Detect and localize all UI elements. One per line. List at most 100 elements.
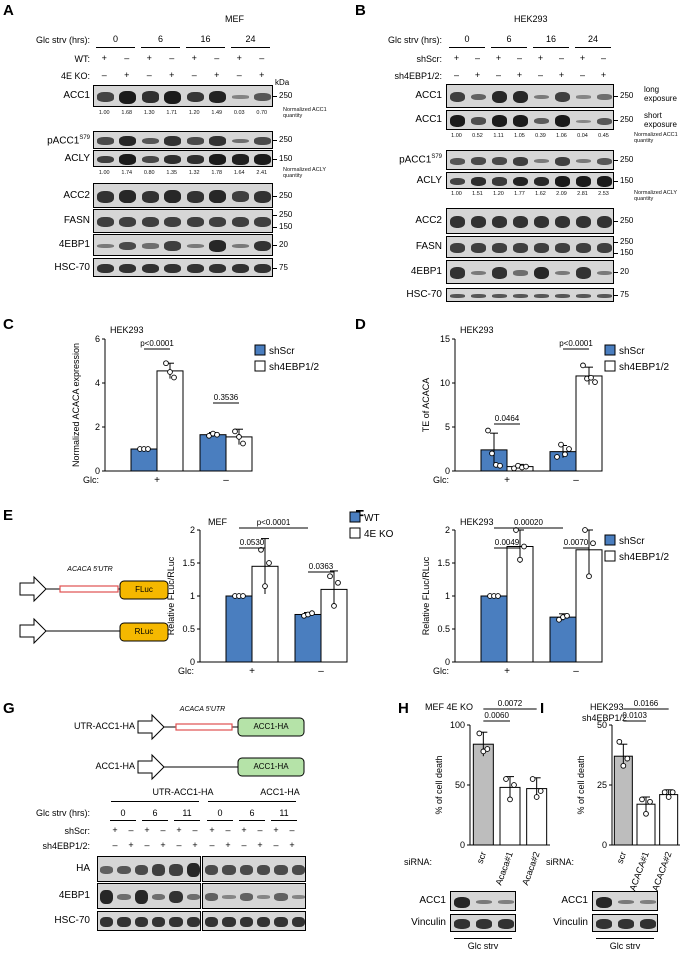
band — [554, 156, 571, 166]
bar — [613, 755, 633, 846]
western-blot — [592, 914, 658, 932]
kda-marker: 20 — [620, 267, 629, 276]
western-blot — [202, 883, 306, 909]
band — [291, 917, 305, 927]
band — [449, 294, 466, 298]
data-point — [485, 427, 491, 434]
band — [491, 267, 508, 279]
band — [274, 893, 288, 901]
sign: + — [558, 70, 565, 80]
acc1-note: Normalized ACC1 quantity — [634, 132, 678, 144]
glc-label: Glc: — [433, 475, 449, 485]
sign: + — [209, 825, 215, 835]
data-point — [624, 755, 631, 762]
y-tick-label: 0.5 — [437, 624, 450, 634]
band — [475, 900, 493, 904]
band — [222, 917, 236, 927]
time-label: 6 — [249, 808, 255, 818]
sign: + — [579, 53, 586, 63]
time-label: 11 — [279, 808, 289, 818]
kda-marker: 250 — [620, 115, 634, 124]
time-underline — [141, 47, 180, 48]
data-point — [484, 746, 491, 752]
bar — [130, 448, 158, 472]
panel-letter-i: I — [540, 700, 545, 717]
band — [205, 917, 219, 927]
band — [512, 294, 529, 298]
band — [164, 154, 182, 165]
acc1-quant: 0.04 — [577, 133, 588, 139]
band — [186, 137, 204, 145]
band — [205, 893, 219, 901]
acly-note: Normalized ACLY quantity — [283, 167, 326, 179]
time-label: 0 — [120, 808, 126, 818]
panel-a-ko-label: 4E KO: — [60, 71, 90, 81]
x-tick-label: – — [573, 475, 579, 486]
band — [231, 138, 249, 144]
band — [231, 95, 249, 99]
data-point — [529, 776, 536, 782]
band — [169, 917, 183, 927]
kda-tick — [273, 195, 277, 197]
sign: – — [169, 53, 175, 63]
band — [254, 154, 272, 165]
time-label: 0 — [464, 34, 470, 44]
band — [186, 243, 204, 249]
sign: + — [144, 825, 150, 835]
band — [100, 866, 114, 874]
p-value: p<0.0001 — [559, 339, 593, 348]
kda-tick — [273, 215, 277, 216]
blot-label: ACLY — [416, 174, 442, 186]
legend-label: shScr — [619, 346, 645, 357]
western-blot — [93, 150, 273, 167]
panel-b-scr-label: shScr: — [416, 54, 442, 64]
band — [512, 176, 529, 187]
kda-tick — [273, 158, 277, 160]
acc1-ha-box — [237, 717, 305, 737]
data-point — [331, 603, 337, 609]
data-point — [258, 546, 264, 553]
band — [222, 895, 236, 899]
band — [512, 270, 529, 276]
x-tick-label: + — [504, 666, 510, 677]
sign: + — [192, 840, 198, 850]
band — [617, 919, 635, 929]
band — [239, 893, 253, 901]
acc1-quant: 1.05 — [514, 133, 525, 139]
glc-label: Glc: — [83, 475, 99, 485]
data-point — [171, 374, 177, 381]
time-underline — [239, 820, 265, 821]
band — [186, 894, 200, 900]
band — [141, 91, 159, 103]
western-blot — [202, 911, 306, 931]
blot-label: ACC2 — [415, 215, 442, 226]
y-axis-label: % of cell death — [434, 755, 444, 814]
band — [209, 263, 227, 274]
panel-a-glc-label: Glc strv (hrs): — [36, 35, 90, 45]
data-point — [521, 543, 527, 550]
sign: – — [192, 825, 198, 835]
y-tick-label: 0 — [602, 840, 607, 850]
acc1-quant: 0.45 — [598, 133, 609, 139]
p-value: 0.0530 — [240, 538, 265, 547]
band — [152, 894, 166, 900]
band — [470, 176, 487, 187]
acly-quant: 1.00 — [98, 170, 110, 176]
acc1-note: Normalized ACC1 quantity — [283, 107, 327, 119]
y-tick-label: 5 — [445, 422, 450, 432]
bar — [549, 616, 577, 663]
band — [141, 216, 159, 228]
x-tick-label: + — [249, 666, 255, 677]
band — [554, 91, 571, 103]
band — [596, 94, 613, 100]
data-point — [232, 428, 238, 435]
band — [596, 270, 613, 276]
kda-tick — [273, 96, 277, 97]
data-point — [236, 434, 242, 440]
sign: + — [289, 840, 295, 850]
western-blot — [93, 258, 273, 277]
acc1-quant: 0.39 — [535, 133, 546, 139]
sign: + — [169, 70, 175, 80]
data-point — [309, 610, 315, 617]
time-underline — [110, 820, 136, 821]
